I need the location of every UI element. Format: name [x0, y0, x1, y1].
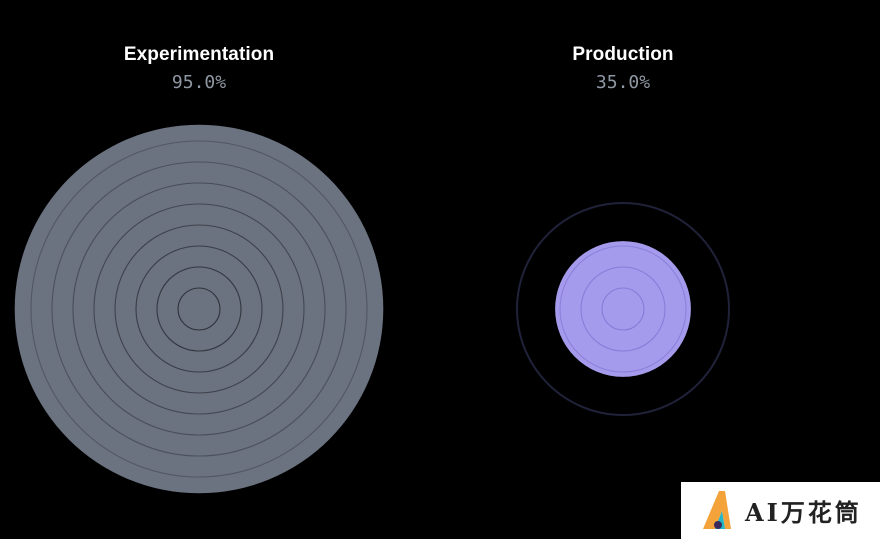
- gauge-ring-experimentation: [156, 266, 242, 352]
- gauge-ring-experimentation: [177, 287, 221, 331]
- chart-title-production: Production: [572, 44, 674, 65]
- watermark-logo-icon: [703, 490, 731, 529]
- chart-value-experimentation: 95.0%: [171, 72, 227, 93]
- watermark-text: AI万花筒: [745, 498, 862, 527]
- gauge-ring-production: [580, 266, 666, 352]
- gauge-frame-production: [516, 202, 730, 416]
- watermark: AI万花筒: [681, 482, 880, 539]
- chart-value-production: 35.0%: [595, 72, 651, 93]
- gauge-ring-experimentation: [93, 203, 305, 415]
- gauge-ring-experimentation: [135, 245, 263, 373]
- chart-title-experimentation: Experimentation: [123, 44, 275, 65]
- gauge-fill-experimentation: [14, 124, 384, 494]
- gauge-ring-experimentation: [30, 140, 368, 478]
- gauge-ring-production: [559, 245, 687, 373]
- gauge-ring-production: [601, 287, 645, 331]
- gauge-ring-experimentation: [114, 224, 284, 394]
- gauge-fill-production: [555, 241, 691, 377]
- gauge-ring-experimentation: [51, 161, 347, 457]
- gauge-ring-experimentation: [72, 182, 326, 436]
